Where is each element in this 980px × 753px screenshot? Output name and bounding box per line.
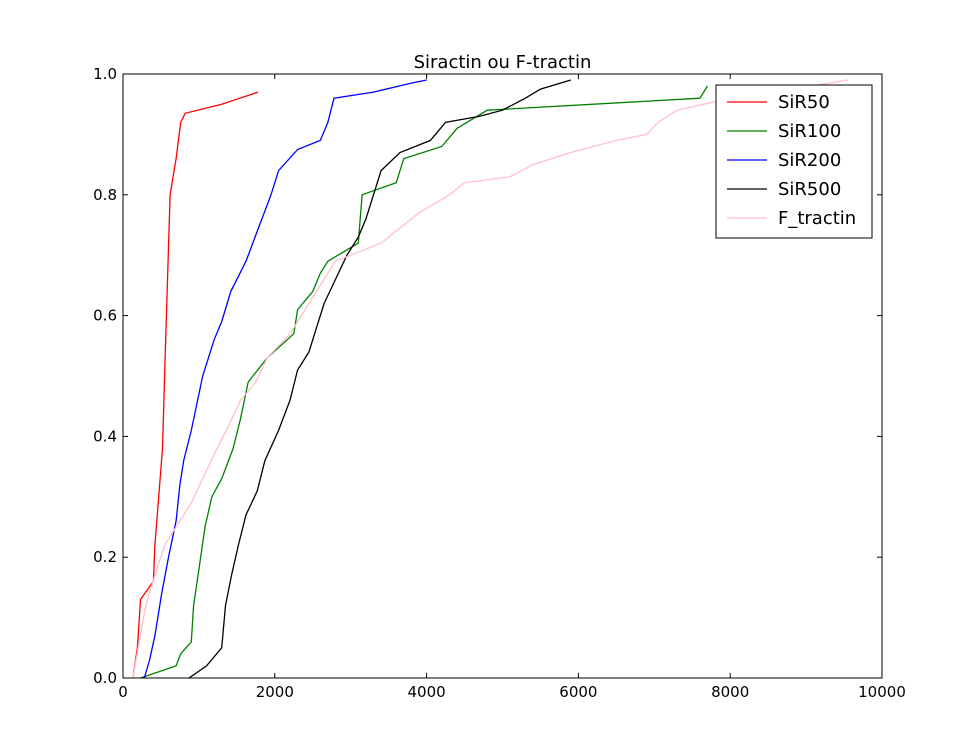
legend-label: SiR500: [778, 179, 841, 200]
legend-label: F_tractin: [778, 208, 856, 229]
x-tick-label: 10000: [858, 683, 906, 701]
x-tick-label: 2000: [256, 683, 294, 701]
axis-layer: 0 2000 4000 6000 8000 10000 0.0 0.2 0.4 0.6 0.8 1.0: [93, 65, 906, 701]
series-layer: [132, 79, 848, 679]
chart-title: Siractin ou F-tractin: [414, 52, 592, 73]
y-tick-label: 0.6: [93, 307, 117, 325]
series-line-sir200: [143, 79, 427, 679]
series-line-f-tractin: [132, 79, 848, 679]
y-tick-label: 0.8: [93, 186, 117, 204]
x-tick-label: 6000: [559, 683, 597, 701]
legend: SiR50 SiR100 SiR200 SiR500 F_tractin: [715, 84, 873, 239]
legend-label: SiR200: [778, 150, 841, 171]
y-tick-label: 0.2: [93, 548, 117, 566]
x-tick-label: 8000: [711, 683, 749, 701]
series-line-sir100: [140, 85, 708, 679]
series-line-sir500: [188, 79, 571, 679]
y-tick-label: 0.0: [93, 669, 117, 687]
x-tick-label: 0: [118, 683, 128, 701]
x-tick-label: 4000: [408, 683, 446, 701]
legend-label: SiR100: [778, 121, 841, 142]
series-line-sir50: [132, 91, 259, 679]
plot-area: [122, 73, 883, 679]
y-tick-label: 1.0: [93, 65, 117, 83]
y-tick-label: 0.4: [93, 427, 117, 445]
legend-box: [715, 84, 873, 239]
legend-label: SiR50: [778, 92, 830, 113]
